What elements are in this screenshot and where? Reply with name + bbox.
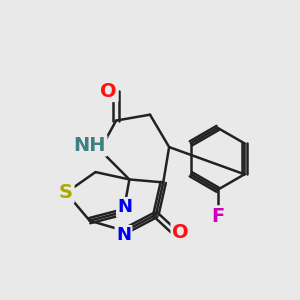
Text: N: N [118,198,133,216]
Text: S: S [59,183,73,202]
Text: N: N [116,226,131,244]
Text: NH: NH [74,136,106,155]
Text: O: O [172,223,189,242]
Text: F: F [211,207,224,226]
Text: O: O [100,82,117,100]
